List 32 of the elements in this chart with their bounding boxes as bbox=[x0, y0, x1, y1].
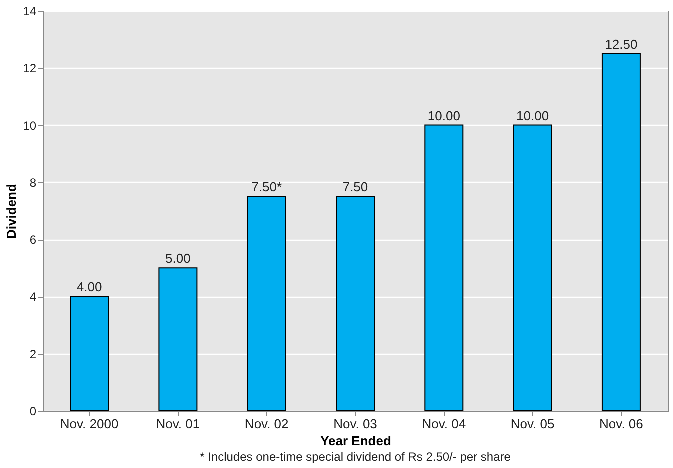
y-tick-label: 2 bbox=[30, 347, 37, 362]
y-tick-label: 8 bbox=[30, 176, 37, 190]
bar bbox=[602, 53, 641, 412]
x-tick-label: Nov. 2000 bbox=[60, 416, 119, 432]
x-tick-label: Nov. 06 bbox=[600, 416, 644, 432]
x-tick-label: Nov. 04 bbox=[422, 416, 466, 432]
bar bbox=[158, 268, 198, 412]
x-tick-label: Nov. 03 bbox=[334, 416, 378, 432]
y-tick-label: 10 bbox=[23, 118, 37, 133]
x-axis-title: Year Ended bbox=[320, 434, 392, 448]
x-tick-label: Nov. 01 bbox=[156, 416, 200, 432]
data-label: 5.00 bbox=[166, 251, 191, 266]
bar bbox=[513, 124, 552, 412]
x-tick-label: Nov. 02 bbox=[244, 416, 289, 432]
y-tick-label: 6 bbox=[30, 233, 37, 248]
y-tick-label: 14 bbox=[23, 4, 37, 18]
data-label: 10.00 bbox=[516, 108, 550, 124]
data-label: 12.50 bbox=[605, 36, 638, 52]
y-axis-title: Dividend bbox=[4, 184, 20, 239]
data-label: 4.00 bbox=[76, 280, 102, 295]
text: * Includes one-time special dividend of Rs 2.50/- per share bbox=[200, 450, 512, 464]
y-tick-label: 12 bbox=[23, 62, 37, 76]
bar bbox=[70, 296, 110, 412]
y-tick-label: 4 bbox=[30, 290, 37, 304]
bar bbox=[247, 196, 286, 412]
y-tick-label: 0 bbox=[30, 404, 37, 418]
data-label: 10.00 bbox=[428, 108, 460, 124]
bar bbox=[336, 196, 375, 412]
data-label: 7.50 bbox=[342, 180, 368, 195]
x-tick-label: Nov. 05 bbox=[510, 416, 555, 432]
data-label: 7.50* bbox=[252, 180, 282, 195]
bar bbox=[424, 124, 464, 412]
